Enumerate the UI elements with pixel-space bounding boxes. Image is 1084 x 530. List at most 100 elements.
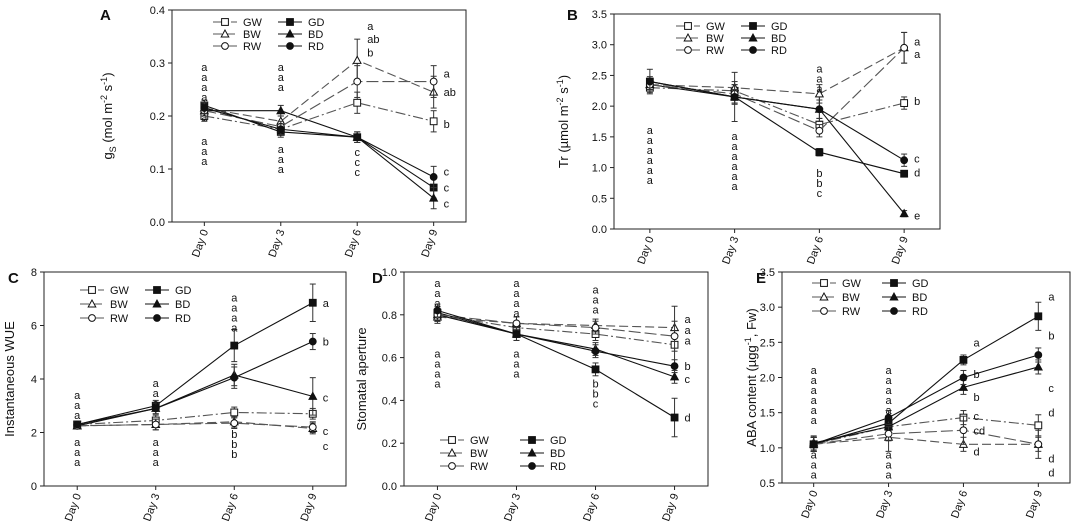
panel-a-legend-swatch-marker [220, 28, 230, 38]
panel-e-ytick-label: 2.5 [760, 337, 775, 349]
panel-e-legend-swatch-marker [820, 279, 828, 287]
panel-c-line-gw [77, 411, 313, 426]
panel-e-legend-swatch-marker [890, 279, 898, 287]
panel-a-legend-label-gw: GW [243, 17, 263, 29]
panel-e-sig-letter: a [885, 395, 892, 407]
panel-d-sig-letter: a [434, 288, 441, 300]
panel-a-legend-label-rd: RD [308, 41, 324, 53]
panel-c-xtick-label: Day 9 [298, 492, 319, 523]
panel-b-xtick-label: Day 6 [805, 235, 826, 266]
panel-e-xtick-label: Day 3 [874, 489, 895, 520]
panel-c-point-rw [151, 420, 160, 429]
panel-b-sig-label: a [914, 37, 921, 49]
panel-a-sig-letter: c [354, 167, 360, 179]
panel-e-xtick-label: Day 6 [949, 489, 970, 520]
panel-c-ylabel: Instantaneous WUE [2, 321, 17, 437]
panel-e-sig-letter: a [885, 375, 892, 387]
panel-b-point-rd [645, 77, 654, 86]
panel-a-point-rw [429, 77, 438, 86]
panel-b-series-bd [645, 79, 909, 218]
panel-a-ylabel-part: g [100, 152, 115, 159]
panel-b-ytick-label: 0.0 [592, 224, 607, 236]
panel-c-sig-letter: b [231, 429, 237, 441]
panel-e-sig-label: d [1048, 467, 1054, 479]
panel-e-series-gw [809, 410, 1043, 452]
panel-d-sig-letter: a [434, 349, 441, 361]
panel-c-line-rw [77, 422, 313, 428]
panel-d-point-rw [670, 332, 679, 341]
panel-d-sig-letter: b [592, 379, 598, 391]
panel-d-legend-swatch-marker [448, 462, 456, 470]
panel-b-point-bd [899, 208, 909, 218]
panel-b-legend-swatch-marker [748, 32, 758, 42]
panel-b-point-rw [815, 126, 824, 135]
panel-b-sig-letter: b [816, 168, 822, 180]
panel-d-legend-label-rw: RW [470, 461, 489, 473]
panel-a-xtick-label: Day 6 [343, 228, 364, 259]
panel-c-legend-label-gd: GD [175, 285, 192, 297]
panel-d-sig-letter: a [513, 349, 520, 361]
panel-d-point-gd [670, 413, 679, 422]
panel-c-sig-letter: b [231, 449, 237, 461]
panel-d-ytick-label: 0.0 [382, 481, 397, 493]
panel-d-legend: GW GD BW BD RW RD [440, 435, 567, 473]
panel-c-series-rw [73, 417, 317, 433]
panel-b-legend-swatch-marker [749, 46, 757, 54]
panel-d-legend-label-bw: BW [470, 448, 488, 460]
panel-c-line-rd [77, 341, 314, 426]
panel-b-ytick-label: 3.0 [592, 40, 607, 52]
panel-c-legend-swatch-marker [88, 314, 96, 322]
panel-a-sig-letter: a [201, 92, 208, 104]
panel-d-point-gd [591, 365, 600, 374]
panel-e-legend: GW GD BW BD RW RD [812, 278, 929, 318]
panel-b-ylabel-part: Tr [556, 156, 571, 168]
panel-d-point-rd [512, 330, 521, 338]
panel-b-line-rw [649, 47, 905, 132]
panel-a-sig-letter: a [278, 144, 285, 156]
panel-c-legend-label-rw: RW [110, 313, 129, 325]
panel-e-sig-letter: a [885, 415, 892, 427]
panel-c-sig-letter: a [74, 447, 81, 459]
panel-a-series-gd [200, 99, 438, 199]
panel-e-sig-label: d [1048, 453, 1054, 465]
panel-b-line-gd [649, 81, 905, 175]
panel-e-point-rw [884, 429, 893, 438]
panel-e-legend-label-gd: GD [912, 278, 929, 290]
panel-b-sig-letter: a [732, 181, 739, 193]
panel-a-sig-letter: a [201, 112, 208, 124]
panel-a-xtick-label: Day 0 [190, 228, 211, 259]
panel-d-ylabel-part: Stomatal aperture [354, 327, 369, 430]
panel-e-sig-letter: a [885, 405, 892, 417]
panel-b-sig-letter: a [732, 141, 739, 153]
panel-b-line-bw [649, 47, 905, 95]
panel-b-sig-label: c [914, 153, 920, 165]
panel-e-point-gw [1034, 421, 1043, 430]
panel-c-sig-letter: b [231, 439, 237, 451]
panel-d-sig-label: b [685, 361, 691, 373]
panel-d-sig-letter: a [513, 369, 520, 381]
panel-c-sig-letter: a [153, 457, 160, 469]
panel-a-sig-label: b [444, 119, 450, 131]
panel-d-sig-letter: a [513, 288, 520, 300]
panel-d-point-rw [591, 323, 600, 332]
panel-e-point-rd [809, 440, 818, 449]
panel-d-point-rd [670, 362, 679, 371]
panel-a-legend-swatch-marker [221, 18, 229, 26]
panel-b-sig-letter: a [647, 175, 654, 187]
panel-a-sig-label: ab [444, 87, 456, 99]
panel-e-legend-label-bd: BD [912, 292, 927, 304]
panel-c-ylabel-part: Instantaneous WUE [2, 321, 17, 437]
panel-b-line-rd [649, 81, 905, 161]
panel-b-sig-label: d [914, 167, 920, 179]
panel-a-series-rd [200, 102, 438, 189]
panel-b-ylabel-part: (µmol m [556, 105, 571, 156]
panel-a-point-rd [276, 125, 285, 134]
panel-c-sig-letter: a [153, 437, 160, 449]
panel-d-legend-label-gd: GD [550, 435, 567, 447]
panel-b-series-rd [645, 68, 909, 167]
panel-e-sig-letter: a [885, 459, 892, 471]
panel-b-xtick-label: Day 3 [720, 235, 741, 266]
panel-a-point-rw [353, 77, 362, 86]
panel-a-sig-letter: a [201, 72, 208, 84]
